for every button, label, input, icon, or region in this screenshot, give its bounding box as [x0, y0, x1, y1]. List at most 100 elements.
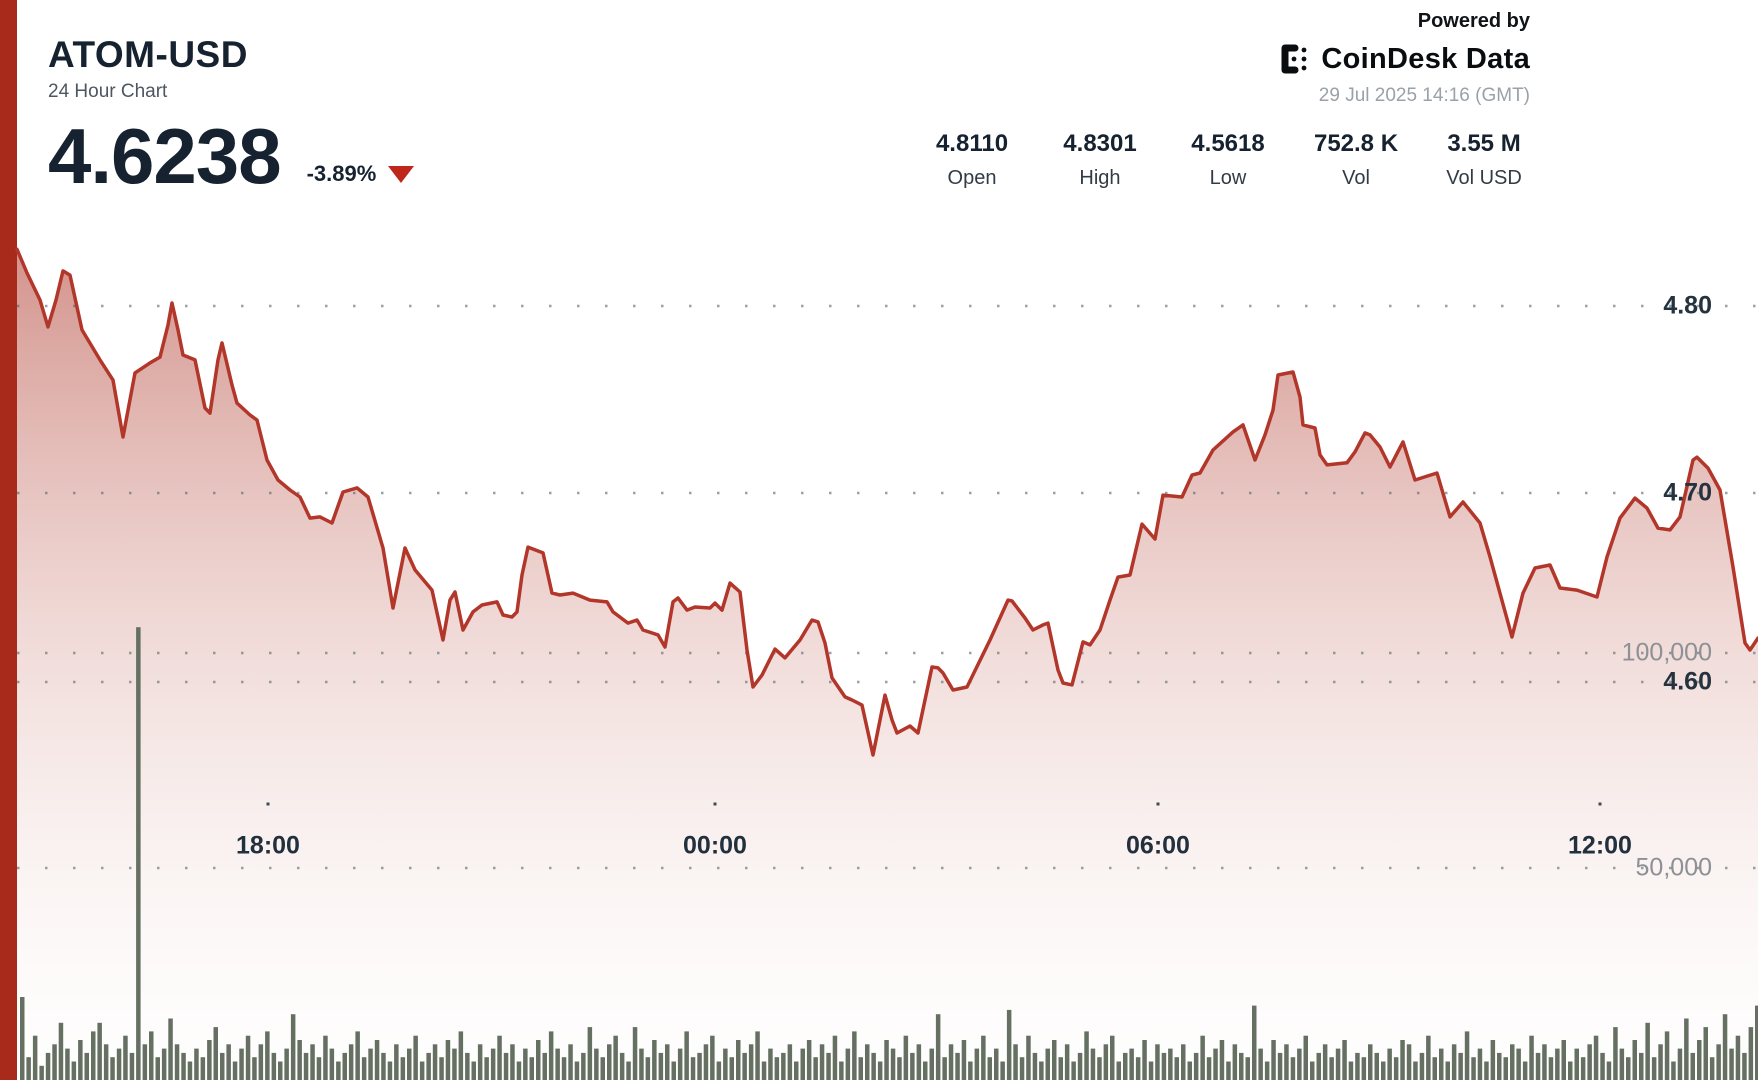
volume-bar [1703, 1027, 1708, 1080]
volume-bar [819, 1044, 825, 1080]
volume-bar [510, 1044, 515, 1080]
volume-bar [471, 1061, 476, 1080]
volume-bar [1161, 1052, 1167, 1080]
volume-bar [1116, 1061, 1121, 1080]
volume-bar [858, 1057, 863, 1080]
volume-bar [265, 1031, 270, 1080]
volume-bar [374, 1040, 380, 1080]
volume-bar [1297, 1048, 1302, 1080]
volume-bar [1684, 1018, 1689, 1080]
volume-bar [1206, 1057, 1212, 1080]
volume-bar [1658, 1044, 1663, 1080]
stat-low: 4.5618 Low [1182, 130, 1274, 190]
volume-bar [1484, 1061, 1489, 1080]
volume-bar [587, 1027, 593, 1080]
volume-bar [342, 1052, 347, 1080]
volume-bar [142, 1044, 148, 1080]
volume-bar [1013, 1044, 1018, 1080]
volume-bar [245, 1035, 251, 1080]
volume-bar [710, 1035, 715, 1080]
volume-bar [1071, 1061, 1076, 1080]
volume-bar [1510, 1044, 1515, 1080]
volume-bar [1310, 1061, 1315, 1080]
volume-bar [555, 1048, 560, 1080]
volume-bar [774, 1057, 780, 1080]
volume-bar [220, 1052, 225, 1080]
volume-bar [548, 1031, 554, 1080]
volume-bar [1187, 1061, 1192, 1080]
volume-bar [948, 1044, 954, 1080]
timestamp: 29 Jul 2025 14:16 (GMT) [1318, 85, 1530, 106]
volume-bar [865, 1044, 870, 1080]
volume-bar [658, 1052, 664, 1080]
volume-bar [607, 1044, 612, 1080]
coindesk-logo-icon [1281, 44, 1307, 74]
volume-bar [484, 1057, 489, 1080]
volume-bar [723, 1048, 728, 1080]
volume-bar [84, 1052, 89, 1080]
volume-bar [787, 1044, 793, 1080]
volume-bar [149, 1031, 154, 1080]
volume-bar [716, 1061, 722, 1080]
volume-bar [1606, 1061, 1612, 1080]
price-row: 4.6238 -3.89% [48, 117, 415, 195]
volume-bar [452, 1048, 457, 1080]
volume-bar [1168, 1048, 1173, 1080]
volume-bar [742, 1052, 747, 1080]
volume-bar [1432, 1057, 1437, 1080]
volume-bar [32, 1035, 38, 1080]
volume-bar [1026, 1035, 1031, 1080]
volume-bar [1374, 1052, 1379, 1080]
volume-bar [1535, 1052, 1541, 1080]
chart-period-label: 24 Hour Chart [48, 81, 168, 102]
volume-bar [1052, 1040, 1057, 1080]
volume-bar [58, 1022, 64, 1080]
volume-bar [1426, 1035, 1431, 1080]
volume-bar [1135, 1057, 1141, 1080]
volume-bar [813, 1057, 818, 1080]
volume-bar [935, 1014, 941, 1080]
volume-bar [1348, 1061, 1354, 1080]
volume-bar [1490, 1040, 1496, 1080]
volume-bar [1110, 1035, 1115, 1080]
volume-bar [1516, 1048, 1521, 1080]
volume-bar [1258, 1048, 1263, 1080]
volume-bar [581, 1052, 586, 1080]
volume-bar [1522, 1061, 1528, 1080]
header: ATOM-USD 24 Hour Chart 4.6238 -3.89% [48, 34, 415, 195]
stat-volume-usd: 3.55 M Vol USD [1438, 130, 1530, 190]
volume-bar [1451, 1044, 1457, 1080]
volume-bar [1748, 1027, 1754, 1080]
volume-bar [1193, 1052, 1199, 1080]
volume-bar [129, 1052, 135, 1080]
volume-bar [736, 1040, 741, 1080]
volume-bar [677, 1048, 683, 1080]
volume-bar [439, 1057, 444, 1080]
price-change: -3.89% [307, 161, 415, 187]
volume-bar [26, 1057, 31, 1080]
volume-bar [1329, 1057, 1334, 1080]
volume-bar [1006, 1009, 1012, 1080]
volume-bar [1039, 1061, 1044, 1080]
volume-bar [1722, 1014, 1728, 1080]
volume-bar [755, 1031, 760, 1080]
stat-high: 4.8301 High [1054, 130, 1146, 190]
volume-bar [1593, 1035, 1599, 1080]
volume-bar [826, 1052, 831, 1080]
volume-bar [1632, 1040, 1637, 1080]
volume-bar [110, 1057, 115, 1080]
stat-value: 4.8301 [1063, 130, 1137, 157]
volume-bar [1316, 1052, 1321, 1080]
volume-bar [632, 1027, 638, 1080]
volume-bar [1342, 1040, 1347, 1080]
volume-bar [594, 1048, 599, 1080]
volume-bar [1084, 1031, 1089, 1080]
volume-bar [458, 1031, 464, 1080]
x-tick-dot [1598, 802, 1602, 806]
volume-bar [355, 1031, 360, 1080]
volume-bar [1439, 1048, 1444, 1080]
volume-bar [1219, 1040, 1225, 1080]
x-tick-dot [713, 802, 717, 806]
volume-bar [290, 1014, 296, 1080]
